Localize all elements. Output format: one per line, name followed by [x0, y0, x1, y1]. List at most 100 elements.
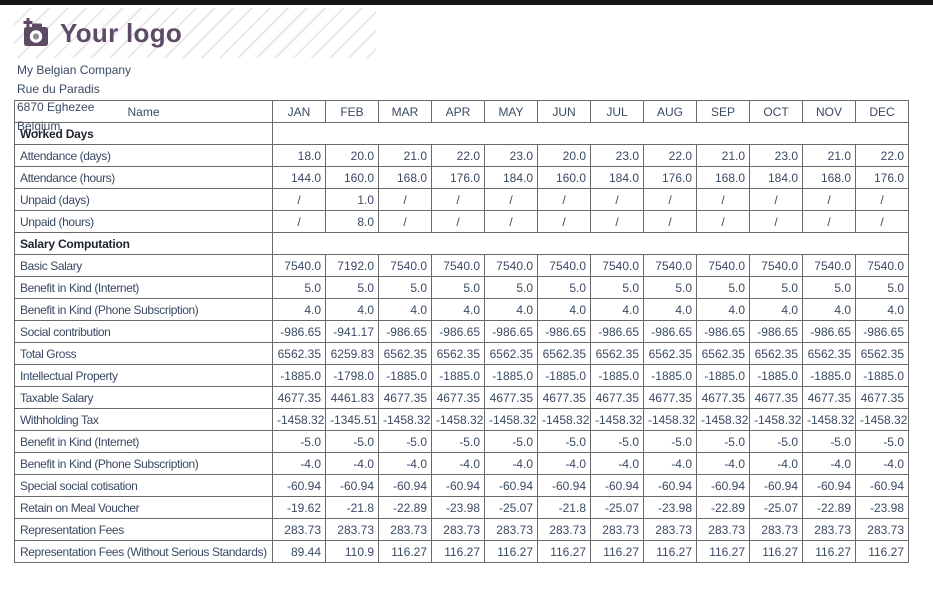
- value-cell: -60.94: [590, 474, 644, 497]
- value-cell: -22.89: [696, 496, 750, 519]
- value-cell: 6562.35: [802, 342, 856, 365]
- month-column-header: DEC: [855, 100, 909, 123]
- value-cell: -21.8: [537, 496, 591, 519]
- value-cell: 4461.83: [325, 386, 379, 409]
- value-cell: 4.0: [272, 298, 326, 321]
- value-cell: -25.07: [749, 496, 803, 519]
- value-cell: 176.0: [855, 166, 909, 189]
- value-cell: -5.0: [749, 430, 803, 453]
- value-cell: -1798.0: [325, 364, 379, 387]
- value-cell: 116.27: [696, 540, 750, 563]
- value-cell: 6562.35: [590, 342, 644, 365]
- value-cell: 283.73: [590, 518, 644, 541]
- section-row: Worked Days: [14, 122, 909, 145]
- value-cell: 6259.83: [325, 342, 379, 365]
- value-cell: 4677.35: [643, 386, 697, 409]
- value-cell: -4.0: [855, 452, 909, 475]
- value-cell: -22.89: [378, 496, 432, 519]
- value-cell: 20.0: [537, 144, 591, 167]
- value-cell: 6562.35: [272, 342, 326, 365]
- value-cell: 283.73: [325, 518, 379, 541]
- value-cell: 5.0: [643, 276, 697, 299]
- value-cell: -5.0: [378, 430, 432, 453]
- section-label-cell: Salary Computation: [14, 232, 273, 255]
- value-cell: 1.0: [325, 188, 379, 211]
- logo-placeholder: Your logo: [14, 8, 376, 58]
- value-cell: 168.0: [696, 166, 750, 189]
- value-cell: 6562.35: [643, 342, 697, 365]
- value-cell: -5.0: [325, 430, 379, 453]
- value-cell: 18.0: [272, 144, 326, 167]
- value-cell: 20.0: [325, 144, 379, 167]
- value-cell: 5.0: [696, 276, 750, 299]
- value-cell: -22.89: [802, 496, 856, 519]
- value-cell: 7540.0: [696, 254, 750, 277]
- value-cell: -941.17: [325, 320, 379, 343]
- value-cell: 116.27: [378, 540, 432, 563]
- row-label-cell: Special social cotisation: [14, 474, 273, 497]
- value-cell: 6562.35: [537, 342, 591, 365]
- row-label-cell: Benefit in Kind (Phone Subscription): [14, 298, 273, 321]
- value-cell: 6562.35: [378, 342, 432, 365]
- value-cell: 6562.35: [696, 342, 750, 365]
- month-column-header: JUL: [590, 100, 644, 123]
- section-spacer-cell: [272, 122, 909, 145]
- value-cell: -4.0: [590, 452, 644, 475]
- value-cell: /: [749, 210, 803, 233]
- value-cell: -60.94: [378, 474, 432, 497]
- value-cell: 283.73: [643, 518, 697, 541]
- value-cell: 5.0: [325, 276, 379, 299]
- value-cell: 4677.35: [272, 386, 326, 409]
- value-cell: -986.65: [537, 320, 591, 343]
- value-cell: 4.0: [537, 298, 591, 321]
- value-cell: 6562.35: [749, 342, 803, 365]
- row-label-cell: Benefit in Kind (Phone Subscription): [14, 452, 273, 475]
- row-label-cell: Attendance (hours): [14, 166, 273, 189]
- value-cell: 5.0: [749, 276, 803, 299]
- value-cell: 160.0: [325, 166, 379, 189]
- value-cell: 8.0: [325, 210, 379, 233]
- row-label-cell: Representation Fees: [14, 518, 273, 541]
- value-cell: 4.0: [325, 298, 379, 321]
- value-cell: /: [590, 188, 644, 211]
- value-cell: 22.0: [431, 144, 485, 167]
- value-cell: 4.0: [484, 298, 538, 321]
- value-cell: -1345.51: [325, 408, 379, 431]
- table-row: Basic Salary 7540.0 7192.0 7540.0 7540.0 7540…: [14, 254, 909, 277]
- table-row: Representation Fees 283.73 283.73 283.73 283…: [14, 518, 909, 541]
- value-cell: /: [272, 188, 326, 211]
- value-cell: /: [643, 188, 697, 211]
- value-cell: 7192.0: [325, 254, 379, 277]
- value-cell: 21.0: [696, 144, 750, 167]
- value-cell: -60.94: [272, 474, 326, 497]
- row-label-cell: Retain on Meal Voucher: [14, 496, 273, 519]
- value-cell: -1458.32: [749, 408, 803, 431]
- value-cell: 283.73: [272, 518, 326, 541]
- month-column-header: JUN: [537, 100, 591, 123]
- value-cell: 7540.0: [378, 254, 432, 277]
- value-cell: 283.73: [484, 518, 538, 541]
- table-row: Unpaid (days)/1.0// / / / / / / / /: [14, 188, 909, 211]
- row-label-cell: Attendance (days): [14, 144, 273, 167]
- value-cell: -5.0: [696, 430, 750, 453]
- company-street: Rue du Paradis: [17, 81, 100, 96]
- value-cell: -5.0: [484, 430, 538, 453]
- value-cell: -1458.32: [855, 408, 909, 431]
- row-label-cell: Taxable Salary: [14, 386, 273, 409]
- value-cell: -5.0: [855, 430, 909, 453]
- value-cell: -1458.32: [272, 408, 326, 431]
- row-label-cell: Unpaid (days): [14, 188, 273, 211]
- value-cell: -986.65: [272, 320, 326, 343]
- value-cell: /: [484, 188, 538, 211]
- value-cell: -60.94: [749, 474, 803, 497]
- value-cell: -986.65: [484, 320, 538, 343]
- value-cell: /: [590, 210, 644, 233]
- table-row: Benefit in Kind (Phone Subscription) 4.0 4…: [14, 298, 909, 321]
- value-cell: -60.94: [643, 474, 697, 497]
- value-cell: 4.0: [802, 298, 856, 321]
- value-cell: 5.0: [802, 276, 856, 299]
- value-cell: 7540.0: [431, 254, 485, 277]
- value-cell: -1885.0: [537, 364, 591, 387]
- value-cell: 4677.35: [855, 386, 909, 409]
- value-cell: 144.0: [272, 166, 326, 189]
